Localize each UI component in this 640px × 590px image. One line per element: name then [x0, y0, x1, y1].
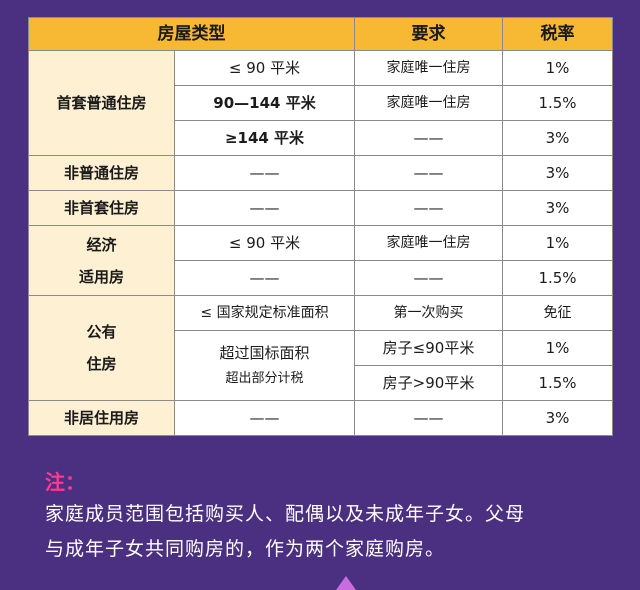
requirement-cell: —— [354, 400, 503, 436]
rate-cell: 1.5% [502, 85, 613, 121]
table-row: ≥144 平米 —— 3% [29, 120, 613, 156]
table-row: 经济 适用房 ≤ 90 平米 家庭唯一住房 1% [28, 225, 613, 296]
exceed-line1: 超过国标面积 [219, 343, 310, 362]
table-row: —— —— 1.5% [29, 260, 613, 296]
exceed-line2: 超出部分计税 [225, 370, 304, 386]
rate-cell: 3% [502, 190, 613, 226]
area-cell: ≥144 平米 [174, 120, 355, 156]
requirement-cell: 房子≤90平米 [354, 330, 503, 366]
category-public-housing: 公有 住房 [28, 295, 175, 401]
header-requirement: 要求 [354, 17, 503, 51]
area-cell-exceed: 超过国标面积 超出部分计税 [174, 330, 355, 401]
requirement-cell: 家庭唯一住房 [354, 85, 503, 121]
requirement-cell: —— [354, 155, 503, 191]
category-first-home: 首套普通住房 [28, 50, 175, 156]
category-public-line2: 住房 [86, 355, 117, 373]
note-line-1: 家庭成员范围包括购买人、配偶以及未成年子女。父母 [45, 503, 526, 525]
requirement-cell: 家庭唯一住房 [354, 50, 503, 86]
category-non-ordinary: 非普通住房 [28, 155, 175, 191]
note-section: 注： 家庭成员范围包括购买人、配偶以及未成年子女。父母 与成年子女共同购房的，作… [45, 468, 625, 566]
rate-cell: 免征 [502, 295, 613, 331]
requirement-cell: 房子>90平米 [354, 365, 503, 401]
category-affordable-line2: 适用房 [78, 267, 124, 286]
rate-cell: 1.5% [502, 260, 613, 296]
rate-cell: 1% [502, 50, 613, 86]
requirement-cell: —— [354, 120, 503, 156]
rate-cell: 3% [502, 155, 613, 191]
requirement-cell: —— [354, 190, 503, 226]
header-house-type: 房屋类型 [28, 17, 355, 51]
decorative-diamond-icon [336, 576, 356, 590]
rate-cell: 1% [502, 225, 613, 261]
table-row: 非普通住房 —— —— 3% [28, 155, 613, 191]
category-affordable: 经济 适用房 [28, 225, 175, 296]
area-cell: —— [174, 400, 355, 436]
area-cell: 90—144 平米 [174, 85, 355, 121]
rate-cell: 1% [502, 330, 613, 366]
requirement-cell: 家庭唯一住房 [354, 225, 503, 261]
area-cell: —— [174, 155, 355, 191]
area-cell: —— [174, 260, 355, 296]
requirement-cell: —— [354, 260, 503, 296]
tax-rate-table: 房屋类型 要求 税率 首套普通住房 ≤ 90 平米 家庭唯一住房 1% 90—1… [28, 17, 613, 436]
category-affordable-line1: 经济 [86, 235, 117, 254]
rate-cell: 1.5% [502, 365, 613, 401]
area-cell: ≤ 90 平米 [174, 225, 355, 261]
note-line-2: 与成年子女共同购房的，作为两个家庭购房。 [45, 538, 446, 560]
area-cell: ≤ 国家规定标准面积 [174, 295, 355, 331]
category-public-line1: 公有 [86, 323, 117, 341]
table-row: 非居住用房 —— —— 3% [28, 400, 613, 436]
rate-cell: 3% [502, 120, 613, 156]
category-non-first: 非首套住房 [28, 190, 175, 226]
table-row: 首套普通住房 ≤ 90 平米 家庭唯一住房 1% [28, 50, 613, 156]
table-row: 非首套住房 —— —— 3% [28, 190, 613, 226]
header-rate: 税率 [502, 17, 613, 51]
rate-cell: 3% [502, 400, 613, 436]
category-non-residential: 非居住用房 [28, 400, 175, 436]
table-row: 超过国标面积 超出部分计税 房子≤90平米 1% [29, 330, 613, 401]
table-header-row: 房屋类型 要求 税率 [28, 17, 613, 51]
table-row: 公有 住房 ≤ 国家规定标准面积 第一次购买 免征 [28, 295, 613, 401]
requirement-cell: 第一次购买 [354, 295, 503, 331]
note-title: 注： [45, 470, 85, 494]
area-cell: ≤ 90 平米 [174, 50, 355, 86]
table-row: 90—144 平米 家庭唯一住房 1.5% [29, 85, 613, 121]
area-cell: —— [174, 190, 355, 226]
